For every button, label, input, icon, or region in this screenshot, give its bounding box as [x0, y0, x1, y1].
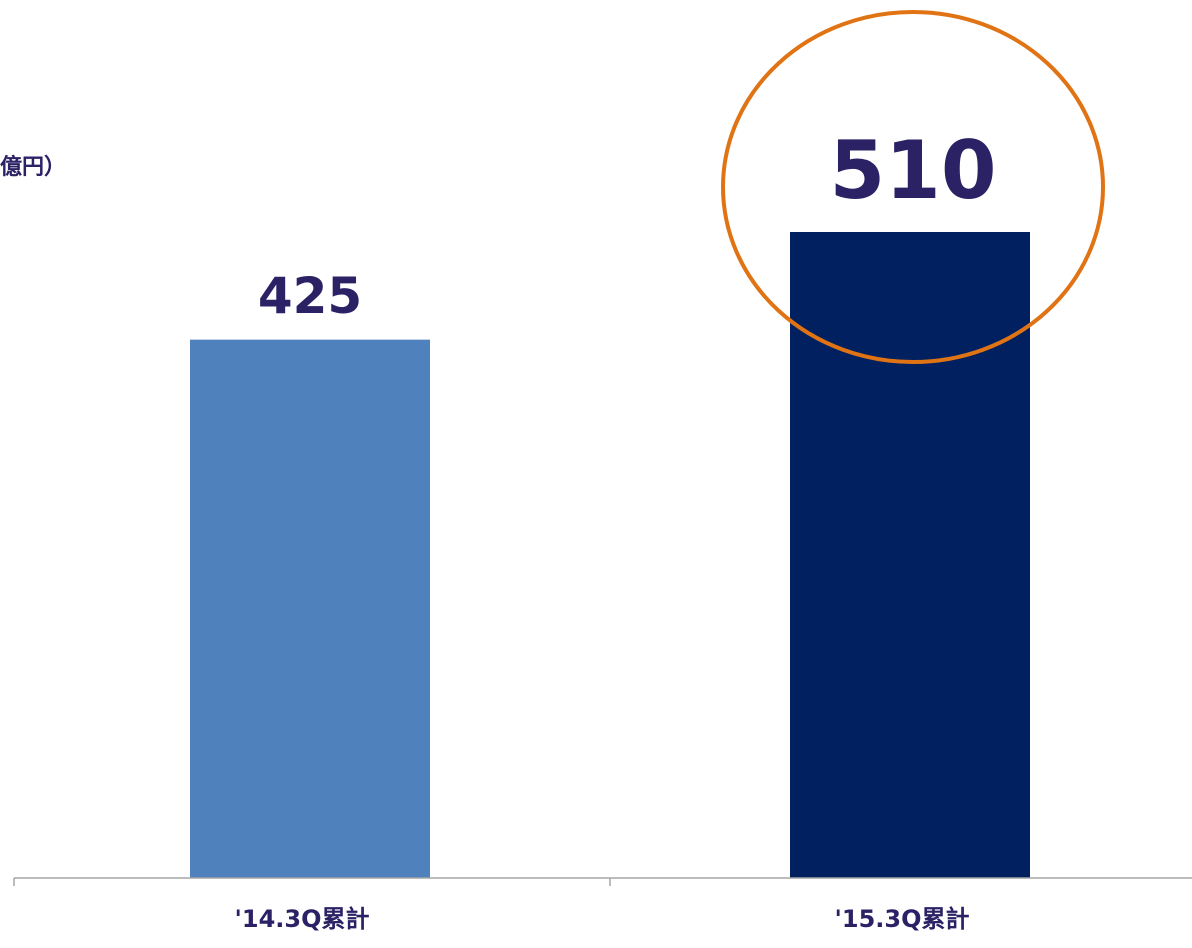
x-tick-label: '15.3Q累計: [835, 905, 970, 933]
highlight-circle: [721, 10, 1105, 364]
bar: [790, 232, 1030, 878]
unit-label: 億円）: [0, 154, 66, 180]
value-label: 510: [830, 124, 997, 217]
value-label: 425: [258, 267, 362, 325]
x-tick-label: '14.3Q累計: [235, 905, 370, 933]
bar: [190, 339, 430, 879]
